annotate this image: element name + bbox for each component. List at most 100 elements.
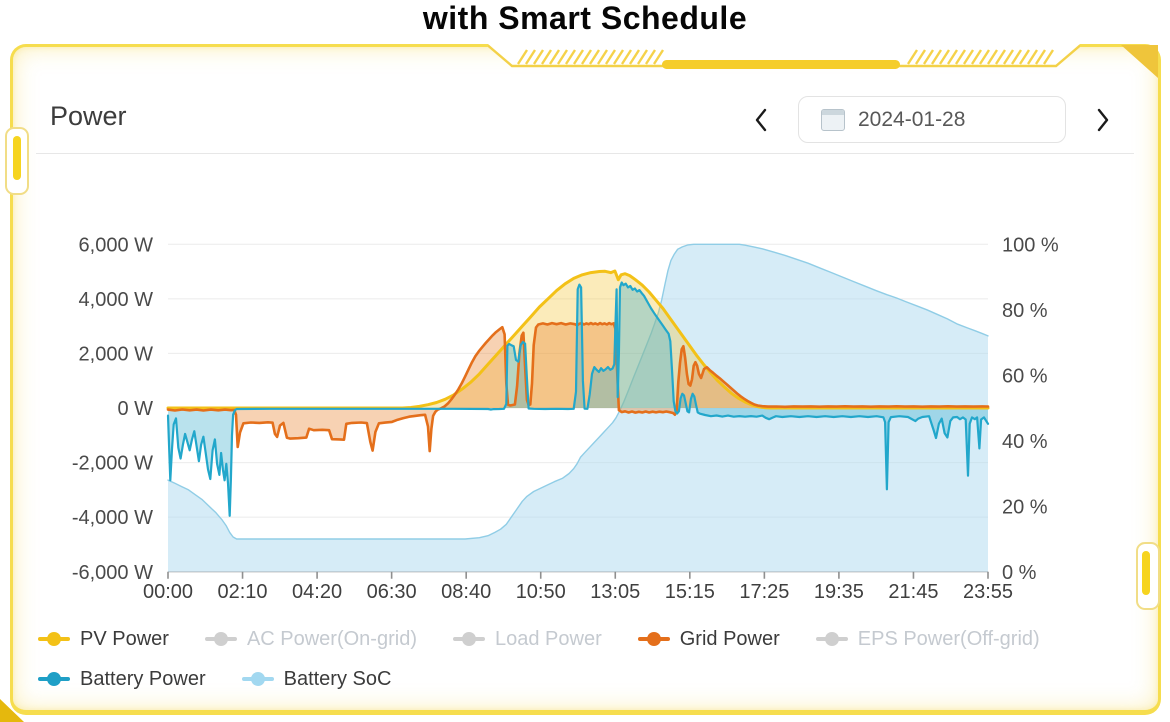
power-chart[interactable]: 6,000 W 4,000 W 2,000 W 0 W -2,000 W -4,000 W… <box>0 200 1170 620</box>
notch-hatch-stripe <box>946 49 959 65</box>
legend-label: Load Power <box>494 627 602 650</box>
x-tick-label: 10:50 <box>516 581 566 603</box>
notch-hatch-stripe <box>652 49 665 65</box>
legend-marker-icon <box>452 632 485 646</box>
legend-item-battery-soc[interactable]: Battery SoC <box>241 667 392 691</box>
legend-row: PV Power AC Power(On-grid) Load Power Grid … <box>38 619 1148 659</box>
y-right-tick-label: 100 % <box>1002 234 1059 256</box>
frame-left-tab <box>5 127 29 195</box>
legend-label: Grid Power <box>679 627 780 650</box>
legend-marker-dot <box>213 632 228 646</box>
notch-hatch-stripe <box>604 49 617 65</box>
legend-marker-dot <box>47 672 61 686</box>
x-tick-label: 00:00 <box>143 581 193 603</box>
notch-hatch-stripe <box>628 49 641 65</box>
previous-day-button[interactable] <box>750 106 772 134</box>
chart-legend: PV Power AC Power(On-grid) Load Power Grid … <box>38 619 1148 699</box>
chevron-right-icon <box>1097 108 1109 131</box>
legend-label: EPS Power(Off-grid) <box>857 627 1040 650</box>
notch-hatch-stripe <box>548 49 561 65</box>
legend-row: Battery Power Battery SoC <box>38 659 1148 699</box>
notch-hatch-stripe <box>994 49 1007 65</box>
date-picker[interactable]: 2024-01-28 <box>798 96 1066 143</box>
legend-marker-dot <box>461 632 476 646</box>
grid-power-area <box>168 323 988 452</box>
next-day-button[interactable] <box>1092 106 1114 134</box>
legend-marker-dot <box>824 632 839 646</box>
x-tick-label: 13:05 <box>590 581 640 603</box>
legend-marker-icon <box>204 632 237 646</box>
legend-item-load-power[interactable]: Load Power <box>452 627 602 651</box>
x-tick-label: 23:55 <box>963 581 1013 603</box>
x-tick-label: 21:45 <box>888 581 938 603</box>
notch-hatch-stripe <box>1042 49 1055 65</box>
notch-hatch-stripe <box>572 49 585 65</box>
date-controls: 2024-01-28 <box>750 96 1114 143</box>
legend-item-grid-power[interactable]: Grid Power <box>637 627 780 651</box>
battery-soc-area <box>168 244 988 572</box>
frame-right-tab <box>1136 542 1160 610</box>
notch-hatch-stripe <box>978 49 991 65</box>
date-value: 2024-01-28 <box>858 107 966 131</box>
notch-hatch-stripe <box>644 49 657 65</box>
page-title: Power <box>50 101 127 131</box>
x-tick-label: 06:30 <box>367 581 417 603</box>
legend-marker-icon <box>815 632 848 646</box>
notch-hatch-stripe <box>612 49 625 65</box>
y-right-tick-label: 20 % <box>1002 496 1048 518</box>
frame-left-tab-pill <box>13 136 21 180</box>
legend-marker-icon <box>637 632 670 646</box>
battery-power-area <box>168 282 988 516</box>
notch-hatch-stripe <box>540 49 553 65</box>
notch-hatch-stripe <box>970 49 983 65</box>
legend-marker-icon <box>38 672 70 686</box>
battery-power-line <box>166 281 990 517</box>
x-tick-label: 04:20 <box>292 581 342 603</box>
y-left-tick-label: 4,000 W <box>79 289 154 311</box>
slide-title: with Smart Schedule <box>422 0 748 36</box>
legend-item-eps-power-off-grid[interactable]: EPS Power(Off-grid) <box>815 627 1040 651</box>
notch-hatch-stripe <box>954 49 967 65</box>
legend-marker-dot <box>646 632 661 646</box>
notch-hatch-stripe <box>930 49 943 65</box>
notch-hatch-stripe <box>1018 49 1031 65</box>
notch-hatch-stripe <box>556 49 569 65</box>
legend-item-ac-power-on-grid[interactable]: AC Power(On-grid) <box>204 628 417 651</box>
y-right-tick-label: 60 % <box>1002 365 1048 387</box>
legend-label: PV Power <box>80 627 169 650</box>
legend-label: Battery SoC <box>283 667 392 690</box>
legend-marker-icon <box>38 632 70 646</box>
notch-hatch-stripe <box>524 49 537 65</box>
notch-hatch-stripe <box>914 49 927 65</box>
notch-hatch-stripe <box>1026 49 1039 65</box>
notch-hatch-stripe <box>1002 49 1015 65</box>
y-right-tick-label: 0 % <box>1002 562 1037 584</box>
notch-hatch-stripe <box>986 49 999 65</box>
y-left-tick-label: -2,000 W <box>72 453 153 475</box>
calendar-icon <box>821 108 845 131</box>
legend-label: Battery Power <box>80 667 206 690</box>
notch-hatch-stripe <box>636 49 649 65</box>
legend-item-battery-power[interactable]: Battery Power <box>38 668 206 691</box>
y-left-tick-label: -4,000 W <box>72 507 153 529</box>
chevron-left-icon <box>755 108 767 131</box>
grid-power-line <box>166 321 990 453</box>
notch-hatch-stripe <box>962 49 975 65</box>
notch-hatch-stripe <box>596 49 609 65</box>
y-left-tick-label: 2,000 W <box>79 343 154 365</box>
legend-item-pv-power[interactable]: PV Power <box>38 628 169 651</box>
header-divider <box>36 153 1134 154</box>
legend-marker-dot <box>47 632 61 646</box>
notch-hatch-stripe <box>922 49 935 65</box>
pv-power-line <box>166 269 990 410</box>
notch-hatch-stripe <box>564 49 577 65</box>
notch-hatch-stripe <box>588 49 601 65</box>
y-right-tick-label: 80 % <box>1002 300 1048 322</box>
x-tick-label: 02:10 <box>218 581 268 603</box>
x-tick-label: 19:35 <box>814 581 864 603</box>
pv-power-area <box>168 271 988 408</box>
notch-hatch-stripe <box>906 49 919 65</box>
x-tick-label: 15:15 <box>665 581 715 603</box>
notch-hatch-stripe <box>620 49 633 65</box>
y-left-tick-label: 0 W <box>117 398 153 420</box>
